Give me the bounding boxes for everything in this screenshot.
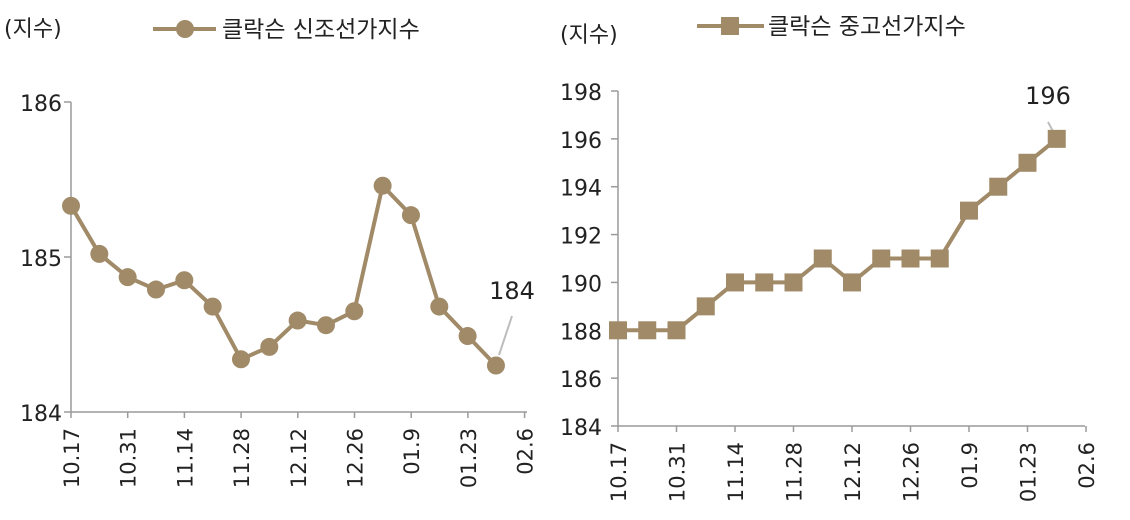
right-legend-label: 클락슨 중고선가지수 (768, 14, 966, 40)
right-y-tick-label: 186 (560, 368, 602, 393)
right-legend: 클락슨 중고선가지수 (697, 14, 966, 40)
right-x-tick-label: 12.12 (841, 442, 865, 502)
left-data-point (118, 268, 137, 287)
right-data-point (872, 249, 891, 268)
left-data-point (288, 311, 307, 330)
right-y-tick-label: 196 (560, 129, 602, 154)
left-legend-label: 클락슨 신조선가지수 (222, 17, 420, 43)
left-x-tick-label: 01.23 (457, 428, 481, 488)
right-data-point (989, 177, 1008, 196)
right-data-points (609, 129, 1066, 340)
left-data-point (62, 196, 80, 215)
right-data-point (901, 249, 920, 268)
right-data-point (726, 273, 744, 292)
right-annotation-label: 196 (1025, 82, 1071, 110)
right-chart: (지수) 클락슨 중고선가지수 184 186 188 190 192 194 196 198… (560, 14, 1099, 502)
left-legend-marker (176, 20, 194, 38)
right-y-tick-label: 192 (560, 225, 602, 250)
left-data-point (231, 350, 250, 369)
right-x-tick-label: 01.23 (1017, 442, 1041, 502)
right-unit-label: (지수) (560, 23, 618, 48)
left-y-tick-label: 184 (20, 402, 62, 427)
right-data-point (755, 273, 774, 292)
right-legend-marker (721, 17, 739, 35)
right-data-point (1047, 129, 1066, 148)
right-data-point (638, 321, 657, 340)
right-x-tick-label: 11.28 (783, 442, 807, 502)
left-data-point (203, 297, 222, 316)
right-y-tick-label: 194 (560, 177, 602, 202)
left-x-tick-label: 10.31 (117, 428, 141, 488)
right-data-point (1018, 153, 1037, 172)
left-x-tick-label: 12.26 (344, 428, 368, 488)
right-y-tick-label: 198 (560, 81, 602, 106)
left-x-ticks: 10.17 10.31 11.14 11.28 12.12 12.26 01.9 01.23 0… (60, 412, 538, 488)
left-chart: (지수) 클락슨 신조선가지수 184 185 186 10.17 10.31 11.1… (4, 17, 538, 488)
right-data-point (667, 321, 686, 340)
left-data-point (486, 356, 505, 375)
right-x-tick-label: 01.9 (958, 442, 982, 489)
left-y-tick-label: 185 (20, 247, 62, 272)
right-series-line (618, 137, 1059, 333)
right-data-point (784, 273, 803, 292)
left-y-ticks: 184 185 186 (20, 92, 71, 427)
left-data-point (260, 337, 279, 356)
left-x-tick-label: 12.12 (287, 428, 311, 488)
right-data-point (930, 249, 949, 268)
left-x-tick-label: 02.6 (514, 428, 538, 475)
right-data-point (843, 273, 861, 292)
left-y-tick-label: 186 (20, 92, 62, 117)
left-data-point (175, 271, 194, 290)
left-unit-label: (지수) (4, 17, 62, 42)
right-y-tick-label: 188 (560, 320, 602, 345)
left-x-tick-label: 01.9 (400, 428, 424, 475)
left-x-tick-label: 11.28 (230, 428, 254, 488)
left-series-line (69, 183, 498, 367)
right-y-tick-label: 184 (560, 416, 602, 441)
right-data-point (813, 249, 832, 268)
left-data-point (458, 327, 477, 346)
right-y-tick-label: 190 (560, 272, 602, 297)
right-y-ticks: 184 186 188 190 192 194 196 198 (560, 81, 618, 441)
right-data-point (960, 201, 978, 220)
right-x-ticks: 10.17 10.31 11.14 11.28 12.12 12.26 01.9 01.23 0… (607, 426, 1099, 502)
right-x-tick-label: 02.6 (1075, 442, 1099, 489)
left-data-point (316, 316, 335, 335)
right-x-tick-label: 11.14 (724, 442, 748, 502)
left-annotation-line (498, 315, 513, 356)
left-data-point (345, 302, 364, 321)
right-x-tick-label: 10.17 (607, 442, 631, 502)
left-data-point (146, 280, 165, 299)
left-x-tick-label: 11.14 (173, 428, 197, 488)
left-legend: 클락슨 신조선가지수 (153, 17, 420, 43)
right-data-point (609, 321, 627, 340)
left-data-point (90, 244, 109, 263)
left-data-point (430, 297, 449, 316)
right-x-tick-label: 10.31 (666, 442, 690, 502)
left-data-points (62, 176, 505, 375)
right-data-point (696, 297, 715, 316)
left-x-tick-label: 10.17 (60, 428, 84, 488)
left-data-point (373, 176, 392, 195)
right-x-tick-label: 12.26 (900, 442, 924, 502)
left-annotation-label: 184 (489, 277, 535, 305)
left-data-point (401, 206, 420, 225)
